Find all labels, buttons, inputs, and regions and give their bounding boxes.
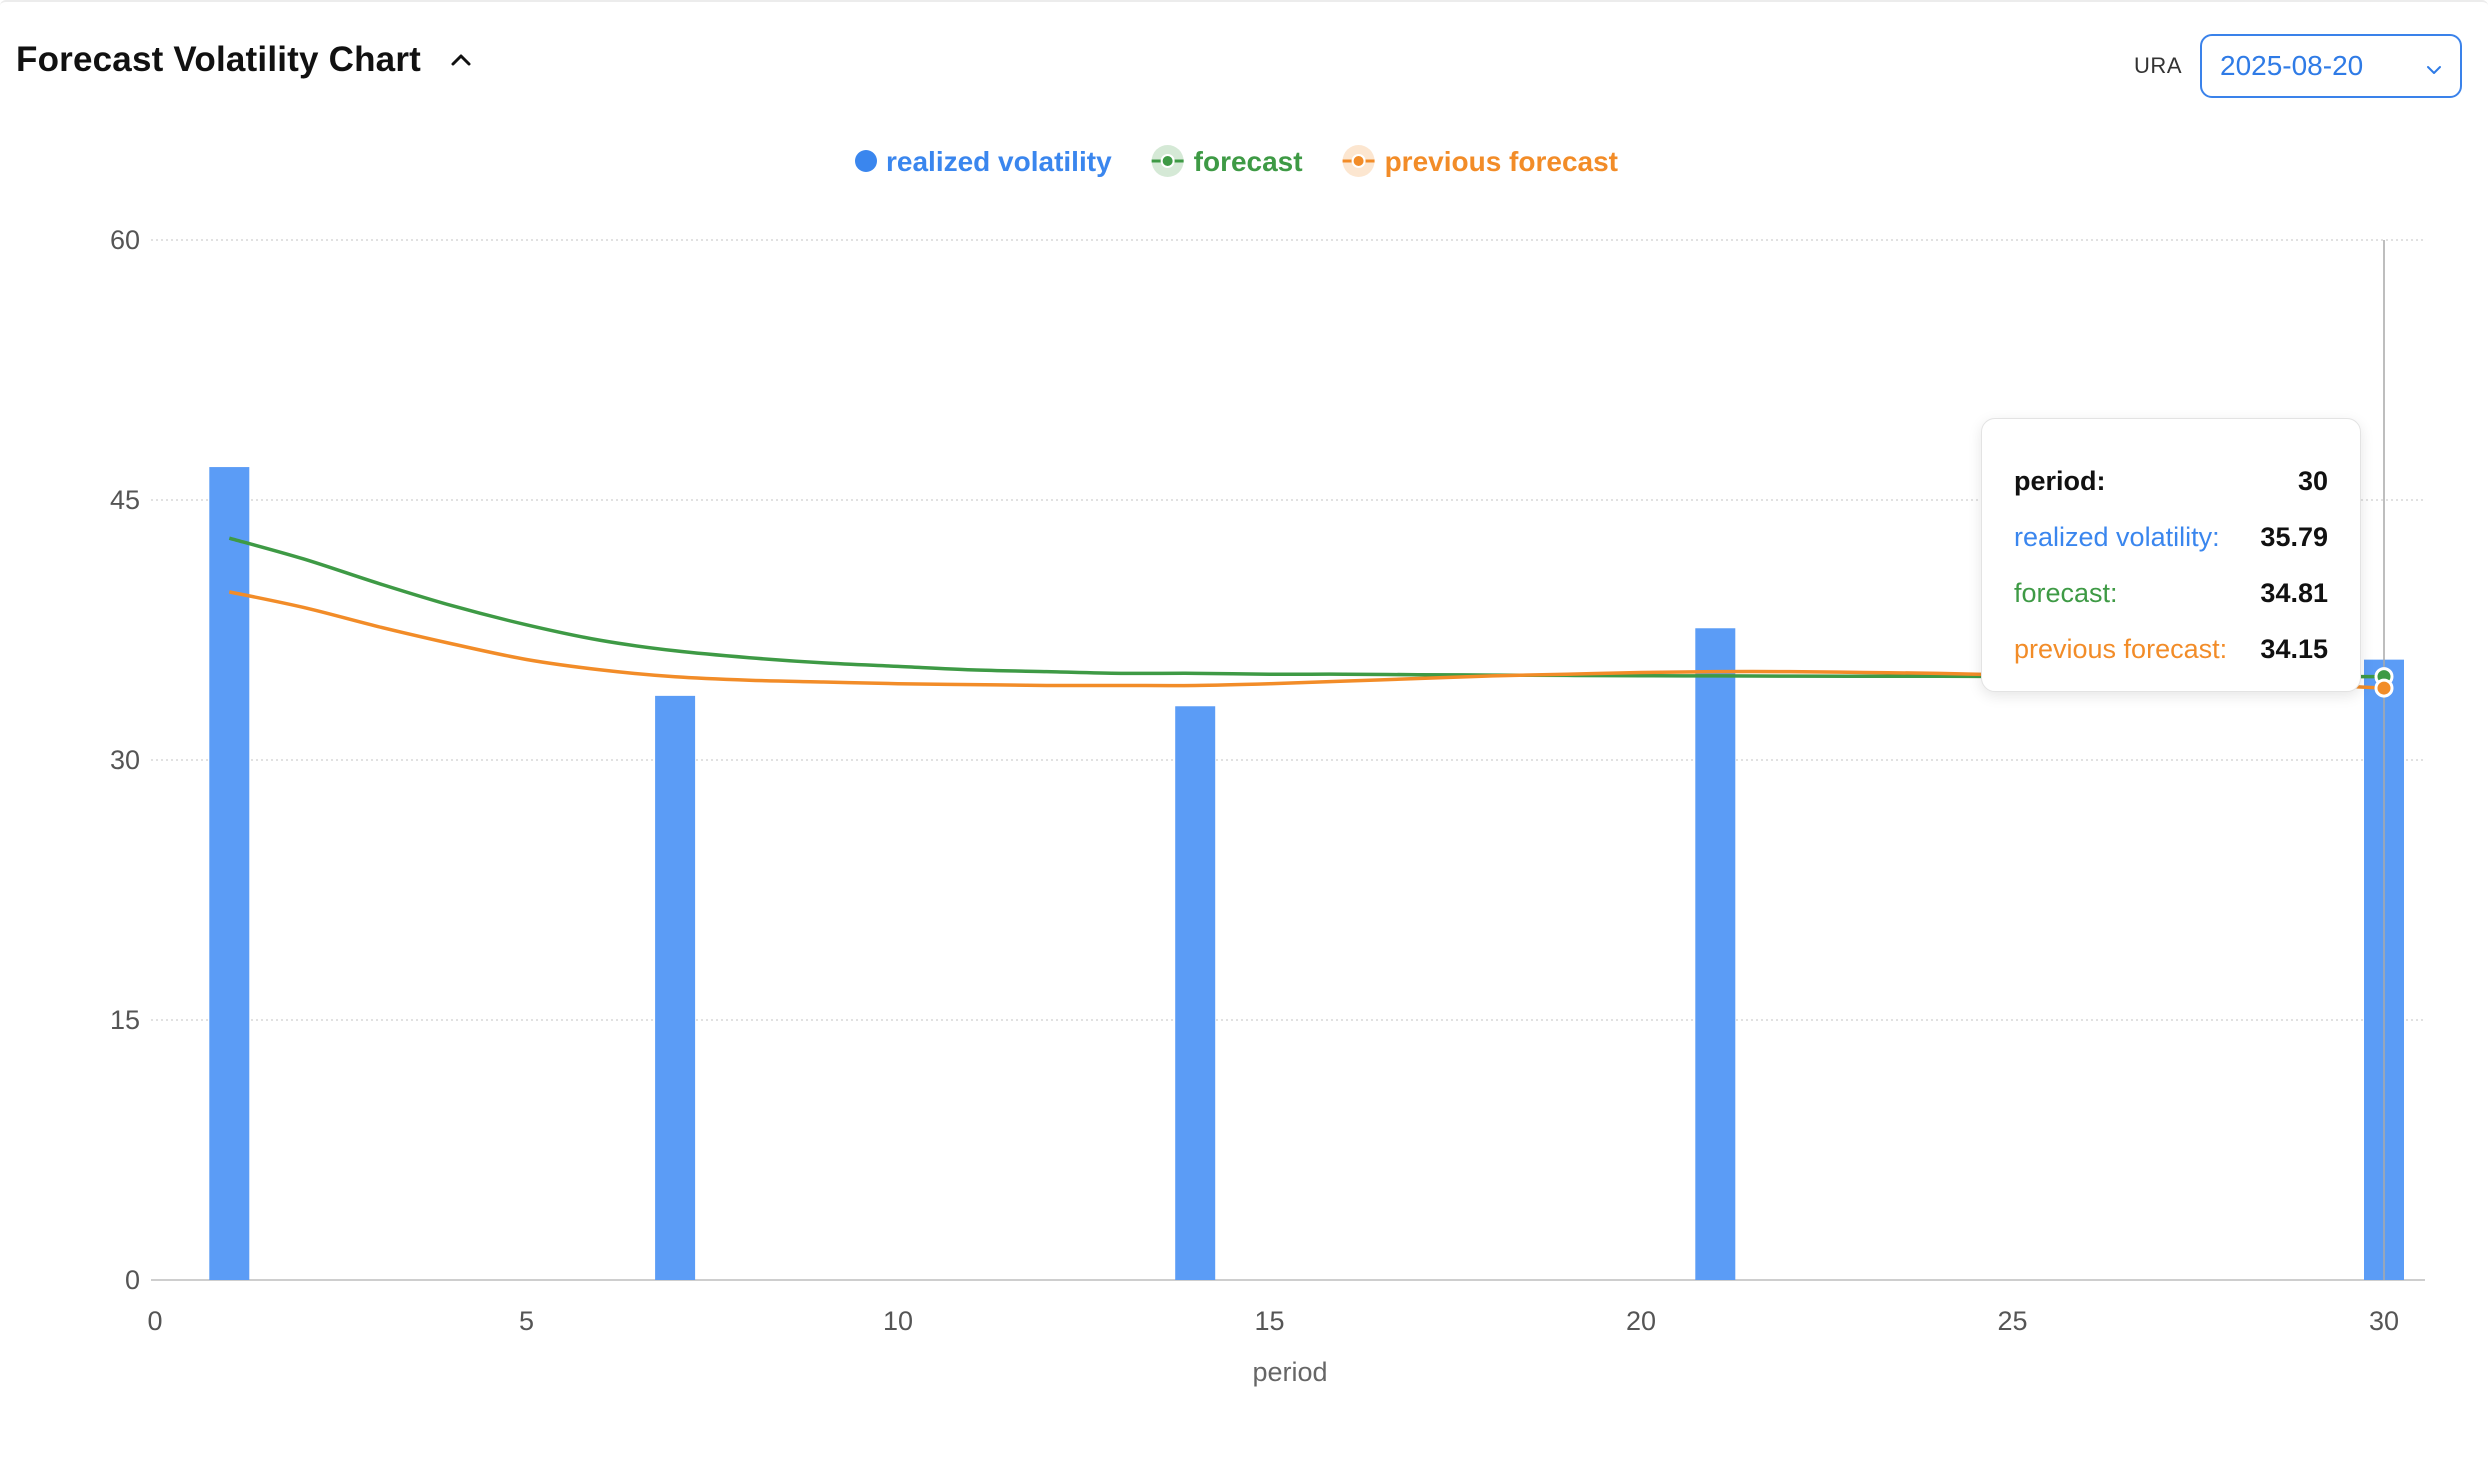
x-tick-label: 30 [2369, 1306, 2399, 1336]
tooltip-row: realized volatility: 35.79 [2014, 509, 2328, 565]
tooltip-label: forecast: [2014, 577, 2118, 608]
ticker-label: URA [2134, 53, 2182, 78]
tooltip-label: period: [2014, 465, 2106, 496]
y-tick-label: 30 [110, 745, 140, 775]
x-tick-label: 15 [1254, 1306, 1284, 1336]
x-tick-label: 5 [519, 1306, 534, 1336]
tooltip-row: period: 30 [2014, 453, 2328, 509]
tooltip-value: 34.15 [2260, 633, 2328, 664]
y-tick-label: 0 [125, 1265, 140, 1295]
legend-item-forecast: forecast [1194, 146, 1303, 177]
legend-marker-dot [1160, 154, 1175, 168]
x-tick-label: 0 [147, 1306, 162, 1336]
legend-item-realized-volatility: realized volatility [886, 146, 1112, 177]
x-tick-label: 20 [1626, 1306, 1656, 1336]
chevron-up-icon[interactable] [443, 42, 479, 78]
previous-forecast-active-dot [2374, 678, 2394, 698]
tooltip-label: previous forecast: [2014, 633, 2228, 664]
tooltip-value: 30 [2297, 465, 2328, 496]
date-select-value: 2025-08-20 [2220, 50, 2364, 81]
legend-marker-dot [1351, 154, 1366, 168]
y-tick-label: 15 [110, 1005, 140, 1035]
tooltip-row: forecast: 34.81 [2014, 565, 2328, 621]
tooltip-row: previous forecast: 34.15 [2014, 621, 2328, 677]
tooltip-label: realized volatility: [2014, 521, 2220, 552]
legend-marker [855, 150, 877, 172]
x-tick-label: 10 [883, 1306, 913, 1336]
x-tick-label: 25 [1997, 1306, 2027, 1336]
bar [655, 695, 696, 1280]
bar [209, 467, 250, 1281]
bar [1175, 706, 1216, 1280]
tooltip-value: 35.79 [2260, 521, 2328, 552]
tooltip-value: 34.81 [2260, 577, 2328, 608]
x-axis-label: period [1252, 1357, 1327, 1387]
chart-tooltip: period: 30 realized volatility: 35.79 foreca… [1981, 418, 2361, 692]
chevron-down-icon [2426, 50, 2442, 82]
y-tick-label: 45 [110, 485, 140, 515]
chart-title: Forecast Volatility Chart [16, 40, 422, 79]
date-select[interactable]: 2025-08-20 [2200, 34, 2462, 98]
y-tick-label: 60 [110, 225, 140, 255]
chart-header: Forecast Volatility Chart [16, 40, 479, 80]
legend-item-previous-forecast: previous forecast [1385, 146, 1618, 177]
chart-controls: URA 2025-08-20 [2134, 34, 2462, 98]
bar [1695, 628, 1736, 1280]
